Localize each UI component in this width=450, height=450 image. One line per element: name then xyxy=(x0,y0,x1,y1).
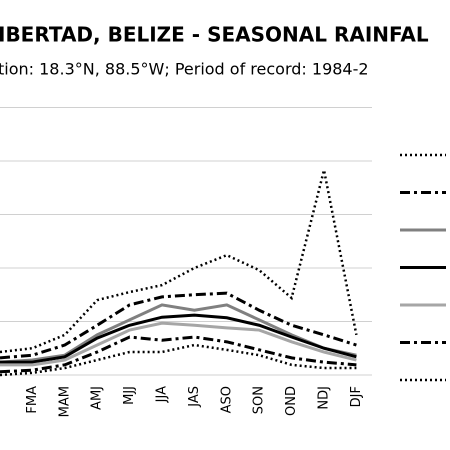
x-tick-label: JJA xyxy=(155,386,170,403)
x-tick-label: FMA xyxy=(25,386,40,414)
x-tick-label: MJJ xyxy=(122,386,137,405)
x-tick-label: OND xyxy=(284,386,299,416)
series-line xyxy=(0,169,358,354)
series-line xyxy=(0,303,357,364)
x-tick-label: ASO xyxy=(219,386,234,413)
x-tick-label: DJF xyxy=(349,386,364,407)
x-tick-label: MAM xyxy=(57,386,72,417)
chart-subtitle: tion: 18.3°N, 88.5°W; Period of record: … xyxy=(0,60,369,79)
series-line xyxy=(0,335,357,374)
x-tick-label: AMJ xyxy=(90,386,105,410)
series-line xyxy=(0,291,357,360)
x-tick-label: NDJ xyxy=(317,386,332,410)
x-tick-label: JAS xyxy=(187,386,202,408)
series-line xyxy=(0,343,357,377)
chart-title: IBERTAD, BELIZE - SEASONAL RAINFAL xyxy=(0,23,429,47)
series-line xyxy=(0,321,357,367)
x-tick-label: SON xyxy=(252,386,267,414)
series-line xyxy=(0,313,357,364)
